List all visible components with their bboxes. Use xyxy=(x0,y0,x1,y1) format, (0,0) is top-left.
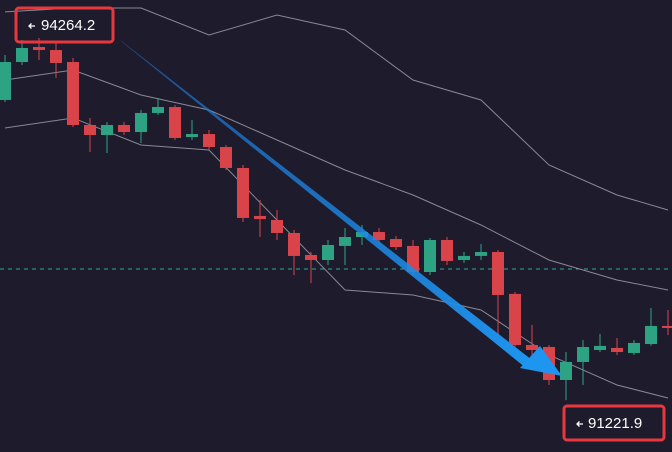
candle-body xyxy=(390,239,402,248)
candle-body xyxy=(526,344,538,350)
candle-body xyxy=(203,134,215,148)
candle-body xyxy=(84,124,96,135)
candle-body xyxy=(305,254,317,260)
candle-body xyxy=(560,362,572,380)
candles xyxy=(0,37,672,401)
candle-body xyxy=(118,124,130,133)
candle-body xyxy=(254,215,266,220)
candle-body xyxy=(492,252,504,295)
candle-body xyxy=(33,47,45,50)
candle-body xyxy=(50,49,62,63)
candle-body xyxy=(339,237,351,246)
price-label: 94264.2 xyxy=(41,17,95,34)
candle-body xyxy=(662,325,672,328)
label-box xyxy=(562,404,666,442)
trend-arrow-head xyxy=(520,346,562,376)
candle-body xyxy=(135,112,147,133)
bands xyxy=(0,7,672,399)
candle-body xyxy=(322,244,334,260)
candle-body xyxy=(101,124,113,135)
arrow-icon xyxy=(28,23,35,29)
candle-body xyxy=(594,345,606,350)
candle-body xyxy=(577,347,589,363)
trend-arrow xyxy=(120,40,532,368)
candle-body xyxy=(628,342,640,353)
band-line xyxy=(4,117,669,399)
candle-body xyxy=(288,232,300,256)
labels: 94264.2 91221.9 xyxy=(14,6,666,442)
candle-body xyxy=(220,147,232,168)
arrow-icon xyxy=(576,421,583,427)
band-line xyxy=(4,69,669,291)
band-line xyxy=(4,7,669,211)
candle-body xyxy=(509,293,521,345)
candle-body xyxy=(67,62,79,125)
candle-body xyxy=(424,239,436,273)
candle-body xyxy=(169,107,181,138)
price-label: 91221.9 xyxy=(588,415,642,432)
candle-body xyxy=(645,325,657,345)
candle-body xyxy=(611,347,623,353)
candle-body xyxy=(441,239,453,261)
candle-body xyxy=(237,167,249,218)
candle-body xyxy=(271,219,283,233)
candle-body xyxy=(16,47,28,63)
candle-body xyxy=(475,252,487,256)
candle-body xyxy=(458,255,470,260)
candle-body xyxy=(0,62,11,100)
label-box xyxy=(14,6,115,44)
candle-body xyxy=(373,232,385,240)
candle-body xyxy=(186,134,198,138)
candle-body xyxy=(152,107,164,113)
